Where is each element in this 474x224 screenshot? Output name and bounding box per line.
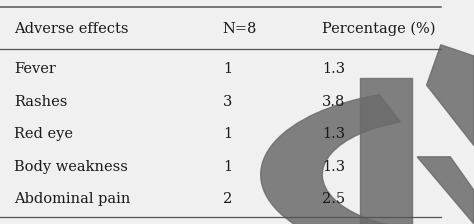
- Text: 3.8: 3.8: [322, 95, 346, 109]
- Text: 3: 3: [223, 95, 232, 109]
- Polygon shape: [427, 45, 474, 146]
- Text: 2: 2: [223, 192, 232, 206]
- Text: 1.3: 1.3: [322, 62, 346, 76]
- Text: 2.5: 2.5: [322, 192, 346, 206]
- Text: Percentage (%): Percentage (%): [322, 22, 436, 36]
- Text: Fever: Fever: [14, 62, 56, 76]
- Text: Abdominal pain: Abdominal pain: [14, 192, 131, 206]
- Text: Rashes: Rashes: [14, 95, 68, 109]
- Text: Body weakness: Body weakness: [14, 160, 128, 174]
- Text: 1: 1: [223, 160, 232, 174]
- Text: Adverse effects: Adverse effects: [14, 22, 129, 36]
- Text: Red eye: Red eye: [14, 127, 73, 141]
- Polygon shape: [360, 78, 412, 224]
- Text: 1: 1: [223, 127, 232, 141]
- Wedge shape: [261, 95, 474, 224]
- Text: 1.3: 1.3: [322, 160, 346, 174]
- Text: 1: 1: [223, 62, 232, 76]
- Text: N=8: N=8: [223, 22, 257, 36]
- Text: 1.3: 1.3: [322, 127, 346, 141]
- Polygon shape: [417, 157, 474, 224]
